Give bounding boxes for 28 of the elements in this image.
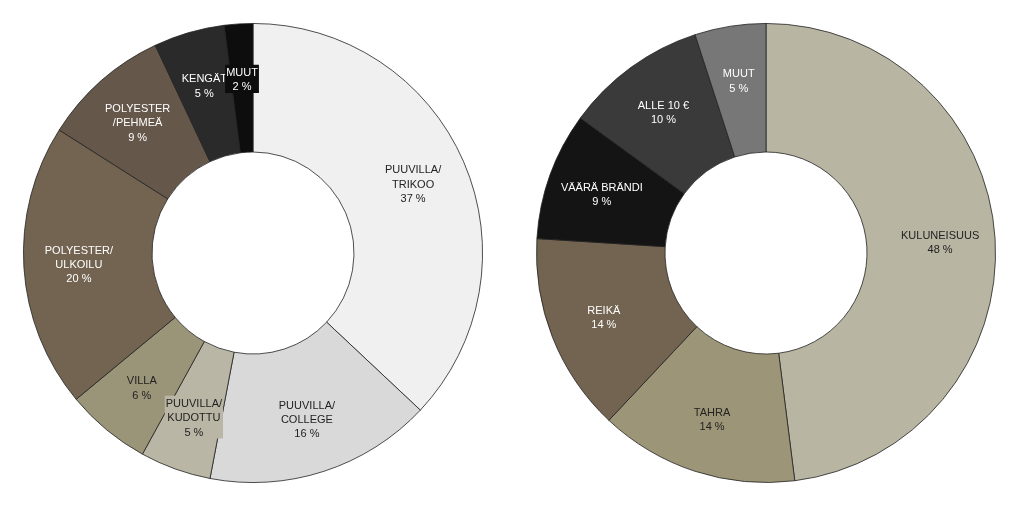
data-label: 5 % — [729, 81, 749, 94]
slice-label: TAHRA — [693, 405, 731, 418]
slice-label: VÄÄRÄ BRÄNDI — [560, 180, 643, 193]
slice-label: KENGÄT — [181, 72, 228, 85]
data-label: 48 % — [927, 243, 953, 256]
data-label: 6 % — [132, 388, 152, 401]
data-label: 16 % — [294, 427, 320, 440]
slice-label: PUUVILLA/ TRIKOO — [384, 163, 443, 190]
data-label: 20 % — [66, 272, 92, 285]
data-label: 37 % — [400, 192, 426, 205]
slice-label: VILLA — [126, 374, 158, 387]
slice-label: KULUNEISUUS — [900, 228, 980, 241]
slice-label: POLYESTER /PEHMEÄ — [105, 101, 171, 129]
data-label: 14 % — [699, 420, 725, 433]
slice-label: POLYESTER/ ULKOILU — [44, 243, 114, 270]
data-label: 10 % — [650, 113, 677, 126]
slice-label: REIKÄ — [587, 304, 621, 317]
data-label: 2 % — [232, 80, 252, 93]
slice-label: MUUT — [722, 67, 755, 80]
slice-label: PUUVILLA/ COLLEGE — [278, 398, 336, 425]
data-label: 14 % — [591, 318, 617, 331]
data-label: 5 % — [194, 86, 215, 99]
slice-label: ALLE 10 € — [637, 98, 690, 111]
data-label: 9 % — [592, 195, 612, 208]
slice-label: PUUVILLA/ KUDOTTU — [165, 396, 223, 424]
data-label: 9 % — [128, 130, 148, 143]
slice-label: MUUT — [226, 65, 259, 78]
data-label: 5 % — [184, 425, 204, 438]
